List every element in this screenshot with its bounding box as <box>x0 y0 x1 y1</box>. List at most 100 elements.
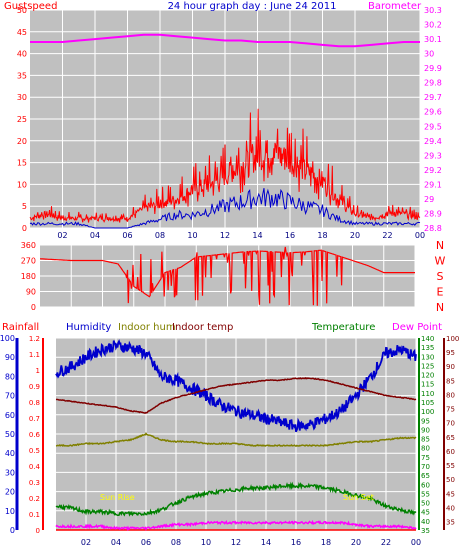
temperature-tick-label: 105 <box>421 399 434 407</box>
far-right-tick-label: 70 <box>446 420 455 428</box>
direction-tick-label: 270 <box>21 257 36 266</box>
dewpoint-line <box>55 519 417 531</box>
top-right-tick-label: 29.6 <box>424 108 442 117</box>
top-x-tick-label: 08 <box>155 231 165 240</box>
rain-tick-label: 0.9 <box>29 383 40 391</box>
bottom-series <box>55 339 417 531</box>
top-x-tick-label: 14 <box>252 231 262 240</box>
bottom-x-tick-label: 18 <box>321 538 331 547</box>
top-right-tick-label: 29.3 <box>424 151 442 160</box>
bottom-x-tick-label: 06 <box>141 538 151 547</box>
bottom-x-tick-label: 20 <box>351 538 361 547</box>
top-x-tick-label: 16 <box>285 231 295 240</box>
legend-indoor-temp: Indoor temp <box>172 322 233 333</box>
rain-tick-label: 0.3 <box>29 479 40 487</box>
top-right-tick-label: 28.9 <box>424 209 442 218</box>
rain-tick-label: 0.4 <box>29 463 41 471</box>
indoor-temp-line <box>55 376 417 414</box>
top-right-tick-label: 28.8 <box>424 224 442 233</box>
top-right-tick-label: 29.9 <box>424 64 442 73</box>
top-x-tick-label: 00 <box>415 231 425 240</box>
humidity-tick-label: 100 <box>0 334 15 343</box>
direction-series <box>40 246 415 306</box>
legend-indoor-hum: Indoor hum <box>118 322 176 333</box>
top-left-tick-label: 45 <box>17 28 27 37</box>
wind-speed-line <box>29 187 421 229</box>
top-right-tick-label: 29 <box>424 195 434 204</box>
top-series <box>29 33 421 229</box>
top-right-tick-label: 29.2 <box>424 166 442 175</box>
temperature-tick-label: 115 <box>421 381 434 389</box>
top-left-tick-label: 35 <box>17 71 27 80</box>
rain-tick-label: 1.2 <box>29 335 40 343</box>
axis-labels: 0510152025303540455028.828.92929.129.229… <box>0 6 459 547</box>
direction-tick-label: 90 <box>26 288 36 297</box>
temperature-tick-label: 35 <box>421 527 430 535</box>
temperature-tick-label: 65 <box>421 472 430 480</box>
far-right-tick-label: 50 <box>446 476 455 484</box>
direction-grid <box>40 244 416 308</box>
rain-tick-label: 0.6 <box>29 431 41 439</box>
legend-humidity: Humidity <box>66 322 111 333</box>
rain-tick-label: 0.5 <box>29 447 40 455</box>
top-right-tick-label: 29.5 <box>424 122 442 131</box>
top-left-tick-label: 5 <box>22 202 27 211</box>
far-right-tick-label: 90 <box>446 363 455 371</box>
top-x-tick-label: 22 <box>382 231 392 240</box>
temperature-tick-label: 100 <box>421 408 434 416</box>
top-x-tick-label: 12 <box>220 231 230 240</box>
direction-tick-label: 180 <box>21 272 36 281</box>
humidity-tick-label: 80 <box>5 372 15 381</box>
bottom-x-tick-label: 08 <box>171 538 181 547</box>
gust-label: Gustspeed <box>4 1 57 12</box>
bottom-x-tick-label: 00 <box>411 538 421 547</box>
far-right-tick-label: 80 <box>446 391 455 399</box>
top-grid <box>30 9 421 229</box>
humidity-line <box>55 339 417 433</box>
top-right-tick-label: 30.1 <box>424 35 442 44</box>
temperature-tick-label: 110 <box>421 390 434 398</box>
top-left-tick-label: 20 <box>17 137 27 146</box>
humidity-tick-label: 30 <box>5 468 15 477</box>
temperature-tick-label: 60 <box>421 481 430 489</box>
legend-dewpoint: Dew Point <box>392 322 442 333</box>
bottom-x-tick-label: 04 <box>111 538 121 547</box>
sunset-label: Sun Set <box>343 493 374 502</box>
top-title: 24 hour graph day : June 24 2011 <box>168 1 337 12</box>
temperature-tick-label: 85 <box>421 436 430 444</box>
top-right-tick-label: 30.3 <box>424 6 442 15</box>
temperature-tick-label: 140 <box>421 335 434 343</box>
indoor-hum-line <box>55 432 417 448</box>
top-right-tick-label: 30.2 <box>424 21 442 30</box>
temperature-tick-label: 135 <box>421 344 434 352</box>
far-right-tick-label: 35 <box>446 519 455 527</box>
temperature-tick-label: 70 <box>421 463 430 471</box>
direction-compass-label: S <box>437 270 444 283</box>
top-x-tick-label: 02 <box>57 231 67 240</box>
humidity-tick-label: 10 <box>5 507 15 516</box>
humidity-tick-label: 60 <box>5 411 15 420</box>
gust-line <box>29 108 421 223</box>
humidity-tick-label: 50 <box>5 430 15 439</box>
top-x-tick-label: 04 <box>90 231 100 240</box>
humidity-tick-label: 40 <box>5 449 15 458</box>
top-left-tick-label: 50 <box>17 6 27 15</box>
humidity-tick-label: 20 <box>5 488 15 497</box>
top-x-tick-label: 18 <box>317 231 327 240</box>
bottom-x-tick-label: 14 <box>261 538 271 547</box>
bottom-grid <box>56 337 417 531</box>
humidity-tick-label: 70 <box>5 392 15 401</box>
temperature-line <box>55 481 417 517</box>
legend-temperature: Temperature <box>311 322 375 333</box>
temperature-tick-label: 40 <box>421 518 430 526</box>
top-left-tick-label: 40 <box>17 50 27 59</box>
humidity-tick-label: 0 <box>10 526 15 535</box>
far-right-tick-label: 65 <box>446 434 455 442</box>
rain-tick-label: 0.7 <box>29 415 40 423</box>
far-right-tick-label: 75 <box>446 406 455 414</box>
bottom-x-tick-label: 22 <box>381 538 391 547</box>
top-right-tick-label: 29.1 <box>424 180 442 189</box>
bottom-x-tick-label: 10 <box>201 538 211 547</box>
rain-tick-label: 1 <box>36 367 40 375</box>
